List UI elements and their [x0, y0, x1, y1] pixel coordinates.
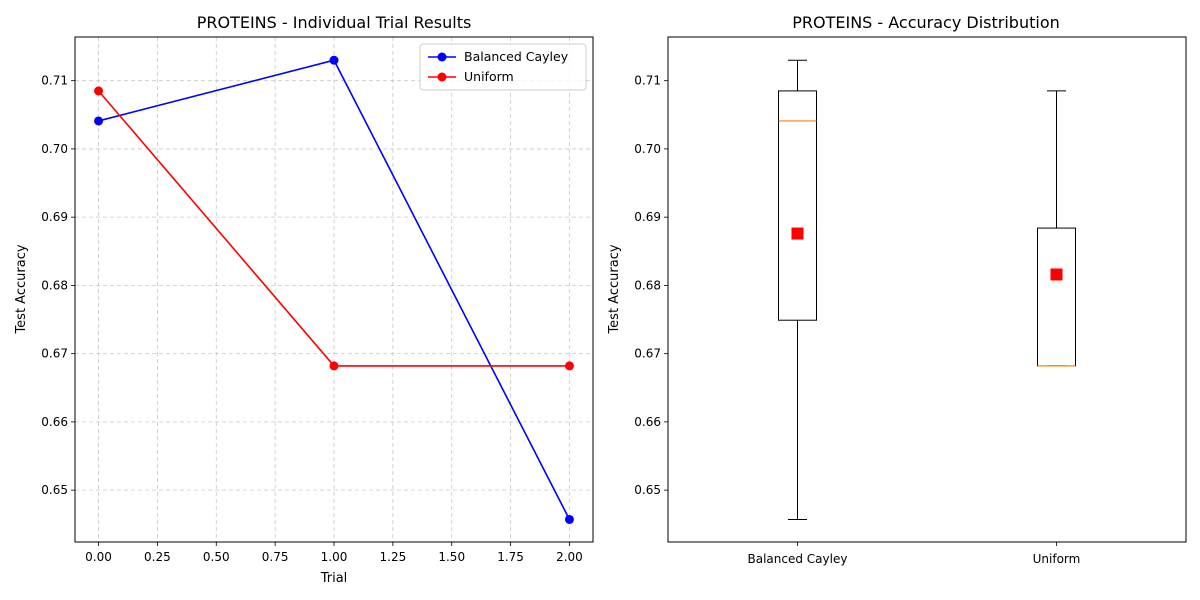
left-x-tick-label: 0.00 [85, 550, 112, 564]
left-grid [75, 37, 593, 542]
right-plot-frame [667, 36, 1187, 543]
right-y-tick-label: 0.66 [634, 415, 661, 429]
left-x-tick-label: 1.75 [497, 550, 524, 564]
left-x-tick-label: 0.25 [144, 550, 171, 564]
point-uniform [94, 86, 104, 96]
left-y-axis-label: Test Accuracy [14, 244, 29, 334]
left-y-tick-label: 0.68 [41, 278, 68, 292]
box-balanced-cayley [778, 90, 817, 321]
legend-marker-uniform [437, 72, 447, 82]
left-y-tick-label: 0.71 [41, 74, 68, 88]
left-x-tick-label: 2.00 [556, 550, 583, 564]
left-x-ticks: 0.00 0.25 0.50 0.75 1.00 1.25 1.50 1.75 2.00 [85, 542, 583, 564]
point-uniform [329, 361, 339, 371]
right-x-tick-label: Uniform [1033, 552, 1081, 566]
left-series-group [94, 55, 574, 524]
line-chart-trials: PROTEINS - Individual Trial Results 0.00… [14, 13, 594, 586]
point-balanced-cayley [329, 55, 339, 65]
right-y-tick-label: 0.67 [634, 347, 661, 361]
right-y-tick-label: 0.70 [634, 142, 661, 156]
right-y-axis-label: Test Accuracy [607, 244, 622, 334]
right-y-tick-label: 0.65 [634, 483, 661, 497]
right-boxes-group [778, 59, 1076, 520]
point-balanced-cayley [564, 514, 574, 524]
left-y-ticks: 0.65 0.66 0.67 0.68 0.69 0.70 0.71 [41, 74, 75, 497]
right-x-ticks: Balanced Cayley Uniform [748, 542, 1081, 566]
legend-label-balanced-cayley: Balanced Cayley [464, 49, 569, 64]
mean-marker-balanced-cayley [791, 227, 804, 240]
mean-marker-uniform [1050, 268, 1063, 281]
legend-frame [419, 43, 587, 91]
right-y-tick-label: 0.69 [634, 210, 661, 224]
left-chart-title: PROTEINS - Individual Trial Results [197, 13, 472, 32]
left-x-tick-label: 0.75 [262, 550, 289, 564]
left-y-tick-label: 0.70 [41, 142, 68, 156]
right-x-tick-label: Balanced Cayley [748, 552, 848, 566]
left-y-tick-label: 0.66 [41, 415, 68, 429]
left-x-axis-label: Trial [320, 571, 348, 586]
right-y-ticks: 0.65 0.66 0.67 0.68 0.69 0.70 0.71 [634, 74, 668, 497]
left-y-tick-label: 0.67 [41, 347, 68, 361]
right-chart-title: PROTEINS - Accuracy Distribution [792, 13, 1060, 32]
legend-label-uniform: Uniform [464, 69, 514, 84]
right-y-tick-label: 0.68 [634, 278, 661, 292]
point-uniform [564, 361, 574, 371]
right-y-tick-label: 0.71 [634, 74, 661, 88]
box-uniform [1037, 227, 1076, 367]
left-x-tick-label: 1.00 [321, 550, 348, 564]
left-legend: Balanced Cayley Uniform [419, 43, 587, 91]
left-x-tick-label: 1.50 [438, 550, 465, 564]
box-chart-distribution: PROTEINS - Accuracy Distribution Balance… [607, 13, 1187, 566]
left-y-tick-label: 0.69 [41, 210, 68, 224]
point-balanced-cayley [94, 116, 104, 126]
left-y-tick-label: 0.65 [41, 483, 68, 497]
legend-marker-balanced-cayley [437, 52, 447, 62]
left-x-tick-label: 1.25 [380, 550, 407, 564]
left-x-tick-label: 0.50 [203, 550, 230, 564]
